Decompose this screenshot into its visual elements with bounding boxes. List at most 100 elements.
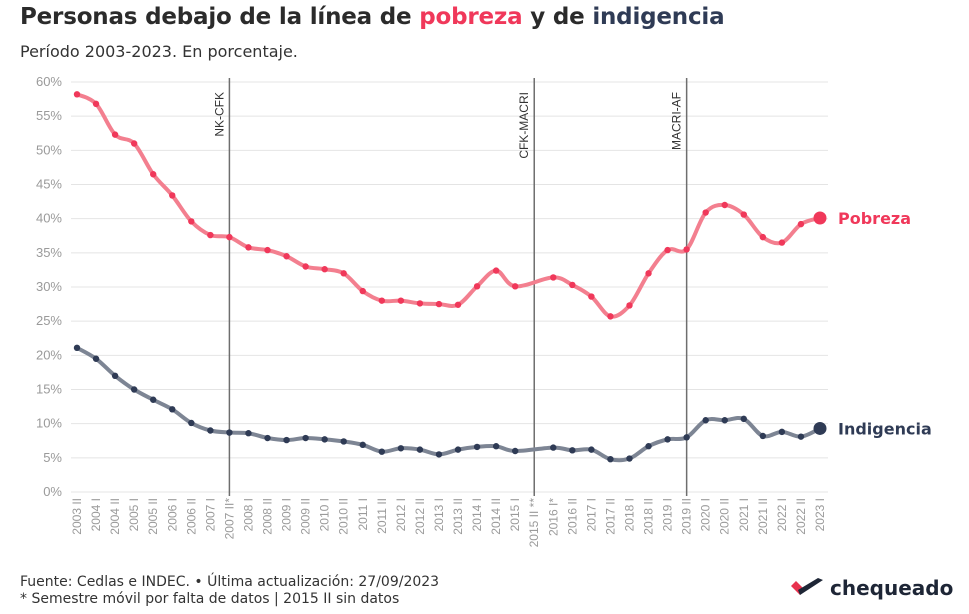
data-point-indigencia: [188, 419, 195, 427]
data-point-indigencia: [607, 456, 614, 463]
x-tick-label: 2003 II: [70, 498, 84, 535]
x-tick-label: 2021 II: [756, 498, 770, 535]
series-label-pobreza: Pobreza: [838, 209, 911, 228]
data-point-pobreza: [550, 274, 557, 281]
data-point-indigencia: [169, 406, 176, 413]
y-tick-label: 35%: [36, 245, 62, 260]
data-point-indigencia: [569, 447, 576, 454]
data-point-indigencia: [359, 441, 366, 449]
y-tick-label: 25%: [36, 313, 62, 328]
data-point-pobreza: [473, 283, 481, 290]
x-tick-label: 2007 I: [203, 498, 217, 531]
data-point-indigencia: [664, 436, 671, 443]
data-point-indigencia: [321, 436, 328, 443]
y-tick-label: 0%: [43, 484, 62, 499]
x-tick-label: 2022 II: [794, 498, 808, 535]
x-tick-label: 2005 I: [127, 498, 141, 531]
data-point-pobreza: [226, 233, 233, 241]
data-point-indigencia: [264, 434, 271, 442]
brand-name: chequeado: [830, 576, 954, 600]
x-tick-label: 2009 II: [299, 498, 313, 535]
data-point-pobreza: [340, 270, 347, 277]
y-tick-label: 10%: [36, 416, 62, 431]
data-point-indigencia: [302, 434, 309, 442]
data-point-indigencia: [473, 443, 481, 451]
x-tick-label: 2018 II: [642, 498, 656, 535]
data-point-indigencia: [92, 355, 100, 362]
data-point-indigencia: [626, 455, 633, 462]
y-tick-label: 30%: [36, 279, 62, 294]
chart-footer: Fuente: Cedlas e INDEC. • Última actuali…: [20, 574, 439, 608]
data-point-pobreza: [397, 297, 405, 304]
data-point-indigencia: [759, 432, 767, 440]
data-point-pobreza: [645, 270, 652, 277]
x-tick-label: 2020 I: [699, 498, 713, 531]
x-tick-label: 2010 II: [337, 498, 351, 535]
data-point-indigencia: [397, 445, 405, 452]
brand-logo[interactable]: chequeado: [790, 576, 953, 600]
data-point-indigencia: [492, 443, 500, 450]
data-point-pobreza: [245, 244, 252, 251]
x-tick-label: 2023 I: [813, 498, 827, 531]
data-point-indigencia: [245, 430, 252, 437]
title-text-mid: y de: [522, 4, 593, 30]
data-point-pobreza: [207, 231, 214, 239]
x-tick-label: 2016 I*: [546, 498, 560, 536]
data-point-indigencia: [150, 396, 157, 403]
title-highlight-indigencia: indigencia: [592, 4, 725, 30]
data-point-indigencia: [226, 429, 233, 436]
x-tick-label: 2005 II: [146, 498, 160, 535]
y-tick-label: 50%: [36, 142, 62, 157]
data-point-pobreza: [169, 192, 176, 199]
data-point-pobreza: [264, 246, 271, 254]
y-tick-label: 5%: [43, 450, 62, 465]
event-label: NK-CFK: [212, 92, 226, 137]
data-point-indigencia: [511, 447, 519, 455]
x-tick-label: 2019 I: [661, 498, 675, 531]
data-point-pobreza: [150, 171, 157, 178]
data-point-indigencia: [416, 446, 424, 453]
x-tick-label: 2004 I: [89, 498, 103, 531]
data-point-pobreza: [683, 246, 690, 253]
data-point-pobreza: [588, 293, 595, 300]
title-highlight-pobreza: pobreza: [419, 4, 523, 30]
data-point-pobreza: [759, 233, 767, 241]
checkmark-icon: [791, 578, 823, 595]
event-label: MACRI-AF: [670, 92, 684, 150]
x-tick-label: 2010 I: [318, 498, 332, 531]
data-point-pobreza: [511, 283, 519, 290]
x-tick-label: 2015 II **: [527, 498, 541, 548]
data-point-indigencia: [435, 451, 443, 458]
x-tick-label: 2008 II: [261, 498, 275, 535]
x-tick-label: 2019 II: [680, 498, 694, 535]
data-point-indigencia: [813, 421, 827, 435]
data-point-pobreza: [721, 201, 728, 209]
data-point-indigencia: [702, 417, 709, 424]
data-point-pobreza: [702, 209, 709, 216]
x-tick-label: 2012 I: [394, 498, 408, 531]
chart-subtitle: Período 2003-2023. En porcentaje.: [20, 42, 298, 61]
data-point-indigencia: [378, 448, 386, 455]
data-point-indigencia: [207, 427, 214, 434]
data-point-indigencia: [550, 444, 557, 451]
y-tick-label: 55%: [36, 108, 62, 123]
x-tick-label: 2017 II: [603, 498, 617, 535]
x-tick-label: 2022 I: [775, 498, 789, 531]
data-point-pobreza: [797, 220, 805, 228]
line-chart: 0% 5% 10% 15% 20% 25% 30% 35% 40% 45% 50% 55% 60% 200…: [36, 74, 932, 548]
footnote: * Semestre móvil por falta de datos | 20…: [20, 591, 400, 607]
x-tick-label: 2014 II: [489, 498, 503, 535]
data-point-pobreza: [92, 100, 100, 108]
x-tick-label: 2007 II*: [222, 498, 236, 540]
y-tick-label: 45%: [36, 177, 62, 192]
data-point-pobreza: [188, 218, 195, 225]
data-point-pobreza: [778, 239, 786, 246]
data-point-pobreza: [607, 313, 614, 320]
data-point-indigencia: [588, 446, 595, 453]
data-point-indigencia: [130, 386, 138, 393]
data-point-pobreza: [569, 281, 576, 289]
title-text: Personas debajo de la línea de: [20, 4, 420, 30]
data-point-pobreza: [111, 131, 119, 138]
x-tick-label: 2006 I: [165, 498, 179, 531]
data-point-indigencia: [683, 434, 690, 441]
